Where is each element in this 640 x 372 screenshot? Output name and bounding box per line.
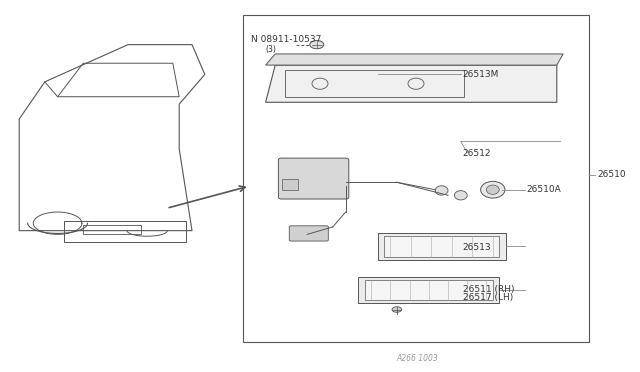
Text: 26510A: 26510A [527,185,561,194]
Ellipse shape [481,182,505,198]
Polygon shape [266,65,557,102]
Bar [83,225,141,234]
Text: 26517 (LH): 26517 (LH) [463,293,513,302]
Ellipse shape [310,41,324,49]
FancyBboxPatch shape [289,226,328,241]
Bar [365,280,493,300]
Text: 26513M: 26513M [463,70,499,79]
Ellipse shape [392,307,402,312]
Bar [285,70,464,97]
Text: 26513: 26513 [463,243,492,252]
Bar [243,15,589,342]
Bar [384,236,499,257]
Ellipse shape [454,191,467,200]
Text: 26512: 26512 [463,149,492,158]
FancyBboxPatch shape [278,158,349,199]
Text: N 08911-10537: N 08911-10537 [251,35,321,44]
Text: 26510: 26510 [597,170,626,179]
Bar [358,277,499,303]
Text: 26511 (RH): 26511 (RH) [463,285,514,294]
Text: (3): (3) [266,45,276,54]
Bar [64,221,186,242]
Text: A266 1003: A266 1003 [397,354,438,363]
Ellipse shape [486,185,499,195]
Polygon shape [266,54,563,65]
Bar [378,232,506,260]
Bar [282,179,298,190]
Ellipse shape [435,186,448,195]
